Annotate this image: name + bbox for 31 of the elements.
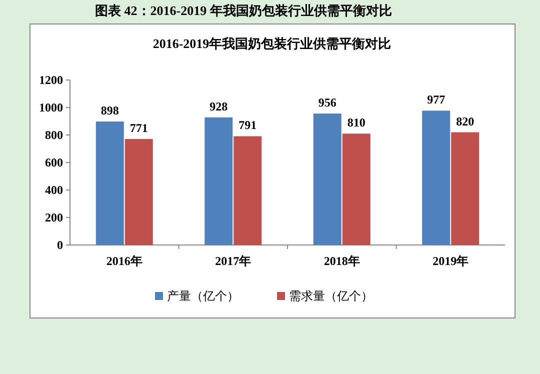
data-label: 771: [130, 120, 148, 135]
data-label: 928: [210, 99, 228, 114]
bar: [96, 122, 124, 245]
bar: [204, 117, 233, 245]
y-tick-label: 400: [45, 183, 63, 197]
data-label: 791: [238, 118, 257, 132]
bar: [313, 114, 342, 245]
data-label: 956: [318, 96, 336, 110]
x-tick-label: 2018年: [324, 254, 360, 268]
y-tick-label: 200: [45, 210, 63, 224]
data-label: 977: [427, 92, 446, 107]
bar: [422, 110, 450, 245]
bar: [234, 136, 262, 245]
y-tick-label: 1200: [39, 73, 63, 87]
y-tick-label: 1000: [39, 100, 63, 114]
legend-label: 需求量（亿个）: [289, 289, 373, 303]
bar: [451, 132, 480, 245]
legend-label: 产量（亿个）: [167, 289, 239, 303]
text: 图表 42：2016-2019 年我国奶包装行业供需平衡对比: [95, 3, 392, 18]
y-tick-label: 0: [57, 238, 63, 252]
x-tick-label: 2019年: [432, 254, 469, 268]
y-tick-label: 800: [45, 128, 63, 142]
bar: [342, 134, 370, 245]
y-tick-label: 600: [45, 156, 63, 170]
data-label: 810: [347, 116, 366, 130]
data-label: 898: [100, 104, 119, 118]
x-tick-label: 2016年: [106, 254, 142, 268]
data-label: 820: [456, 114, 474, 128]
x-tick-label: 2017年: [215, 254, 252, 268]
bar: [124, 138, 153, 245]
chart-title: 2016-2019年我国奶包装行业供需平衡对比: [152, 36, 392, 51]
